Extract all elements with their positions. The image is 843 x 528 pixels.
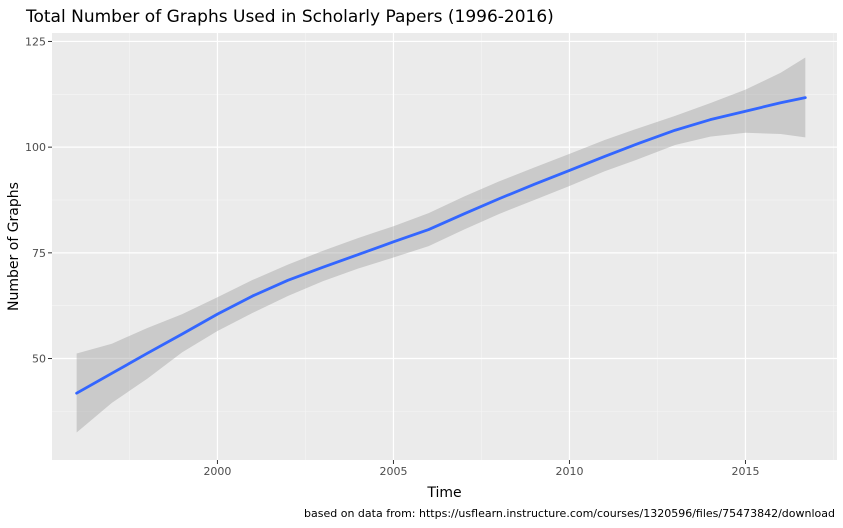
confidence-band — [76, 57, 806, 433]
x-tick-label: 2015 — [731, 465, 759, 478]
y-tick-label: 50 — [32, 353, 46, 366]
x-tick-label: 2000 — [203, 465, 231, 478]
x-axis-ticks: 2000 2005 2010 2015 — [203, 460, 759, 478]
y-tick-label: 100 — [25, 141, 46, 154]
x-tick-label: 2010 — [555, 465, 583, 478]
minor-grid — [52, 33, 837, 460]
series-line — [75, 96, 807, 395]
y-tick-label: 125 — [25, 35, 46, 48]
chart-caption: based on data from: https://usflearn.ins… — [304, 507, 835, 520]
x-tick-label: 2005 — [379, 465, 407, 478]
major-grid — [52, 33, 837, 460]
y-axis-ticks: 50 75 100 125 — [25, 35, 52, 366]
plot-panel — [52, 33, 837, 460]
y-tick-label: 75 — [32, 247, 46, 260]
chart-title: Total Number of Graphs Used in Scholarly… — [25, 7, 554, 27]
y-axis-title: Number of Graphs — [6, 182, 22, 311]
x-axis-title: Time — [426, 485, 461, 501]
